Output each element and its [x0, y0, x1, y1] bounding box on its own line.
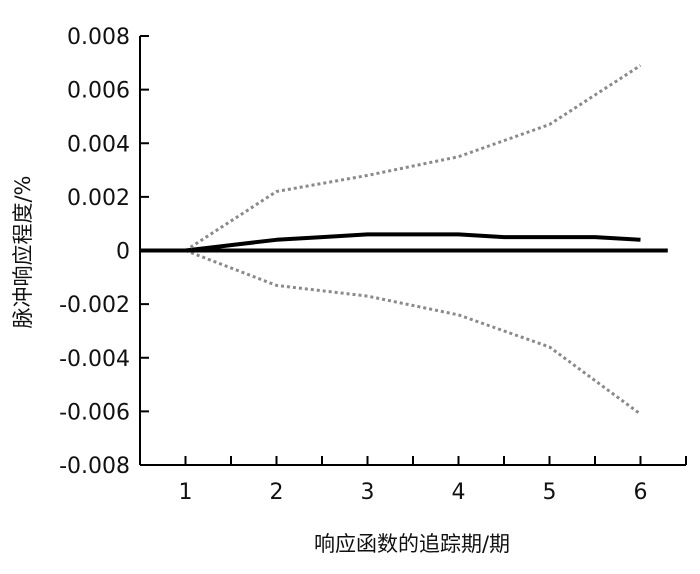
- series-layer: [140, 64, 668, 416]
- y-tick-label: -0.002: [59, 293, 130, 318]
- x-tick-label: 6: [634, 480, 648, 505]
- y-tick-label: -0.006: [59, 400, 130, 425]
- y-tick-label: 0: [116, 240, 130, 265]
- y-axis-ticks: 0.008 0.006 0.004 0.002 0 -0.002 -0.004 -0.006 -…: [59, 25, 149, 479]
- x-tick-label: 3: [361, 480, 375, 505]
- x-tick-label: 4: [452, 480, 466, 505]
- x-tick-label: 2: [270, 480, 284, 505]
- y-tick-label: 0.008: [67, 25, 130, 50]
- x-tick-label: 5: [543, 480, 557, 505]
- series-line-dotted: [184, 249, 642, 416]
- series-line-solid: [185, 232, 641, 253]
- y-tick-label: 0.004: [67, 132, 130, 157]
- y-tick-label: 0.006: [67, 79, 130, 104]
- y-axis-title: 脉冲响应程度/%: [11, 175, 35, 328]
- x-axis-ticks: 1 2 3 4 5 6: [179, 456, 687, 505]
- y-tick-label: -0.008: [59, 454, 130, 479]
- y-tick-label: 0.002: [67, 186, 130, 211]
- x-axis-title: 响应函数的追踪期/期: [314, 532, 510, 556]
- series-line-dotted: [184, 64, 642, 252]
- x-tick-label: 1: [179, 480, 193, 505]
- y-tick-label: -0.004: [59, 347, 130, 372]
